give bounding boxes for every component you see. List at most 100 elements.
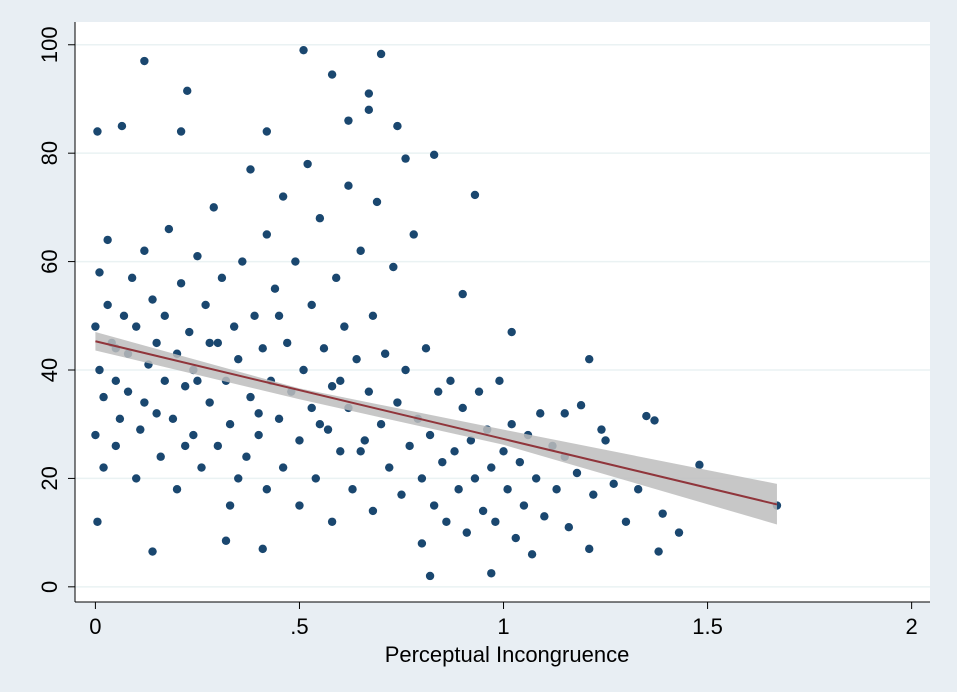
point (364, 105, 374, 115)
point (156, 452, 165, 461)
point (238, 257, 247, 266)
point (315, 420, 325, 429)
point (487, 569, 496, 578)
point (434, 387, 443, 396)
point (417, 474, 427, 483)
point (438, 457, 447, 467)
point (474, 387, 484, 396)
point (172, 485, 182, 494)
point (283, 338, 292, 348)
point (180, 382, 190, 391)
point (295, 501, 304, 510)
y-tick-label: 100 (37, 26, 62, 63)
point (446, 376, 455, 386)
point (307, 300, 316, 310)
point (393, 121, 402, 131)
point (183, 86, 192, 96)
y-tick-label: 20 (37, 466, 62, 490)
point (185, 327, 194, 337)
point (152, 338, 161, 348)
point (597, 425, 606, 434)
point (327, 382, 337, 391)
point (221, 536, 231, 545)
point (123, 387, 133, 396)
point (344, 116, 353, 125)
point (213, 441, 223, 451)
point (409, 230, 418, 239)
point (462, 528, 471, 537)
point (164, 224, 174, 234)
point (307, 403, 316, 413)
x-axis-title: Perceptual Incongruence (385, 642, 630, 667)
x-tick-label: 1 (497, 614, 509, 639)
point (348, 485, 357, 494)
point (466, 436, 476, 445)
x-tick-label: .5 (290, 614, 308, 639)
point (585, 544, 594, 554)
point (262, 230, 272, 239)
point (119, 311, 129, 320)
point (487, 463, 496, 472)
point (315, 214, 325, 223)
point (650, 416, 659, 425)
point (160, 376, 169, 386)
point (140, 398, 149, 407)
point (401, 154, 410, 163)
point (217, 273, 227, 283)
point (205, 398, 214, 407)
point (601, 436, 610, 445)
point (132, 322, 141, 331)
point (425, 571, 435, 581)
point (589, 490, 598, 499)
point (478, 506, 488, 516)
point (246, 165, 255, 174)
point (189, 430, 198, 440)
point (127, 273, 137, 283)
point (93, 127, 102, 136)
point (160, 311, 169, 320)
point (368, 506, 378, 516)
point (425, 430, 435, 440)
point (552, 485, 561, 494)
point (507, 327, 516, 337)
point (274, 311, 284, 320)
point (364, 89, 374, 98)
point (372, 197, 382, 207)
point (250, 311, 259, 320)
point (140, 56, 149, 66)
point (111, 376, 121, 386)
point (458, 289, 467, 299)
point (364, 387, 374, 396)
point (262, 485, 272, 494)
point (91, 430, 100, 440)
point (621, 517, 631, 526)
point (585, 354, 594, 364)
point (103, 300, 112, 310)
point (140, 246, 149, 255)
point (503, 485, 512, 494)
point (511, 533, 520, 543)
point (376, 49, 386, 59)
point (527, 550, 537, 559)
point (99, 463, 108, 472)
point (262, 127, 272, 136)
point (429, 501, 439, 510)
point (429, 150, 439, 160)
point (99, 392, 108, 402)
point (197, 463, 206, 472)
point (132, 474, 141, 483)
point (91, 322, 100, 331)
point (393, 398, 402, 407)
point (454, 485, 463, 494)
point (323, 425, 333, 434)
point (442, 517, 451, 526)
y-tick-label: 80 (37, 141, 62, 165)
point (515, 457, 525, 467)
point (95, 268, 104, 277)
point (258, 344, 267, 353)
y-tick-label: 60 (37, 249, 62, 273)
point (176, 127, 186, 136)
point (270, 284, 280, 293)
x-tick-label: 0 (89, 614, 101, 639)
